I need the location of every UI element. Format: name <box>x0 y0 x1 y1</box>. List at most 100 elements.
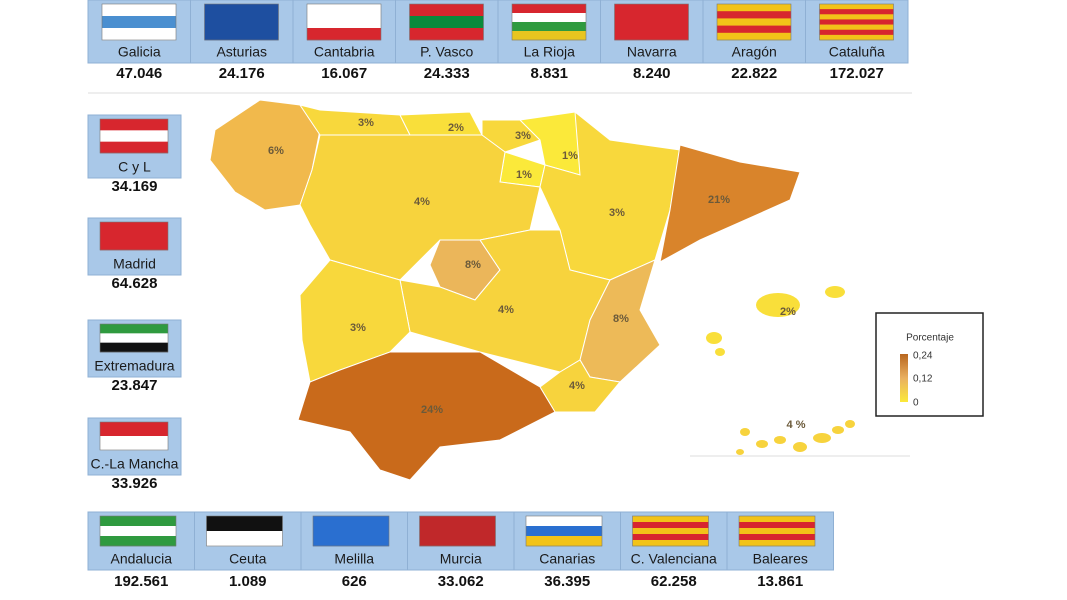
flag <box>819 24 894 31</box>
flag <box>100 342 168 353</box>
flag-border <box>716 3 792 41</box>
flag <box>717 32 791 41</box>
flag <box>526 536 602 547</box>
flag <box>819 9 894 15</box>
flag-border <box>206 515 283 547</box>
flag <box>819 14 894 20</box>
flag <box>739 528 815 535</box>
flag <box>204 4 279 41</box>
legend-gradient <box>900 354 908 402</box>
map-region <box>399 229 611 373</box>
flag <box>717 11 791 19</box>
region-count: 24.333 <box>424 65 470 82</box>
flag <box>409 16 484 29</box>
map-label: 4% <box>569 380 585 392</box>
flag <box>307 4 381 17</box>
legend-tick: 0 <box>913 398 919 409</box>
region-name: Madrid <box>113 256 156 272</box>
flag <box>512 13 586 23</box>
region-count: 36.395 <box>544 573 590 590</box>
flag-border <box>99 118 169 154</box>
flag <box>409 4 484 17</box>
map-region <box>845 420 855 428</box>
map-label: 4 % <box>787 419 806 431</box>
flag-border <box>204 3 279 41</box>
flag <box>409 28 484 41</box>
flag <box>307 16 381 29</box>
region-count: 64.628 <box>112 275 158 292</box>
map-label: 2% <box>448 122 464 134</box>
flag <box>100 516 176 527</box>
flag-border <box>632 515 709 547</box>
map-region <box>813 433 831 443</box>
flag-border <box>99 221 169 251</box>
flag <box>100 422 168 437</box>
map-label: 1% <box>562 150 578 162</box>
region-count: 33.062 <box>438 573 484 590</box>
flag <box>819 34 894 41</box>
flag <box>819 29 894 36</box>
flag <box>717 25 791 34</box>
flag <box>206 516 283 532</box>
flag-border <box>99 323 169 353</box>
flag <box>512 31 586 41</box>
flag-border <box>409 3 484 41</box>
map-region <box>706 332 722 344</box>
flag-border <box>99 421 169 451</box>
flag <box>819 19 894 25</box>
map: 6% 3% 2% 3% 1% 1% 4% 3% 21% 8% 4% 3% 8% 4% 24% 2% 4 % <box>209 99 855 481</box>
flag <box>512 22 586 32</box>
region-name: Asturias <box>216 44 267 60</box>
map-label: 3% <box>358 117 374 129</box>
region-name: Navarra <box>627 44 677 60</box>
flag <box>526 526 602 537</box>
region-name: Extremadura <box>94 358 174 374</box>
map-region <box>832 426 844 434</box>
map-label: 4% <box>498 304 514 316</box>
region-count: 626 <box>342 573 367 590</box>
legend-title: Porcentaje <box>906 333 954 344</box>
map-label: 8% <box>465 259 481 271</box>
region-count: 23.847 <box>112 377 158 394</box>
region-count: 16.067 <box>321 65 367 82</box>
legend-tick: 0,12 <box>913 374 933 385</box>
flag <box>632 540 709 547</box>
map-label: 3% <box>515 130 531 142</box>
flag <box>100 222 168 251</box>
flag <box>100 130 168 142</box>
region-count: 22.822 <box>731 65 777 82</box>
region-name: Ceuta <box>229 551 267 567</box>
flag <box>739 516 815 523</box>
flag <box>632 528 709 535</box>
map-label: 21% <box>708 194 730 206</box>
map-region <box>774 436 786 444</box>
region-name: Galicia <box>118 44 161 60</box>
map-label: 3% <box>609 207 625 219</box>
map-region <box>659 144 801 263</box>
flag-border <box>819 3 894 41</box>
region-count: 47.046 <box>116 65 162 82</box>
flag <box>100 536 176 547</box>
flag-border <box>99 515 177 547</box>
map-label: 8% <box>613 313 629 325</box>
flag <box>739 534 815 541</box>
flag-border <box>614 3 689 41</box>
flag <box>717 18 791 26</box>
flag <box>100 526 176 537</box>
flag <box>632 516 709 523</box>
flag-border <box>419 515 496 547</box>
flag <box>100 436 168 451</box>
region-count: 33.926 <box>112 475 158 492</box>
flag <box>632 522 709 529</box>
map-region <box>756 440 768 448</box>
flag-border <box>101 3 177 41</box>
region-name: C. Valenciana <box>631 551 717 567</box>
legend-tick: 0,24 <box>913 351 933 362</box>
region-count: 24.176 <box>219 65 265 82</box>
legend-box <box>875 312 984 417</box>
map-label: 1% <box>516 169 532 181</box>
flag <box>102 16 176 29</box>
map-region <box>399 111 483 136</box>
region-name: Baleares <box>753 551 808 567</box>
